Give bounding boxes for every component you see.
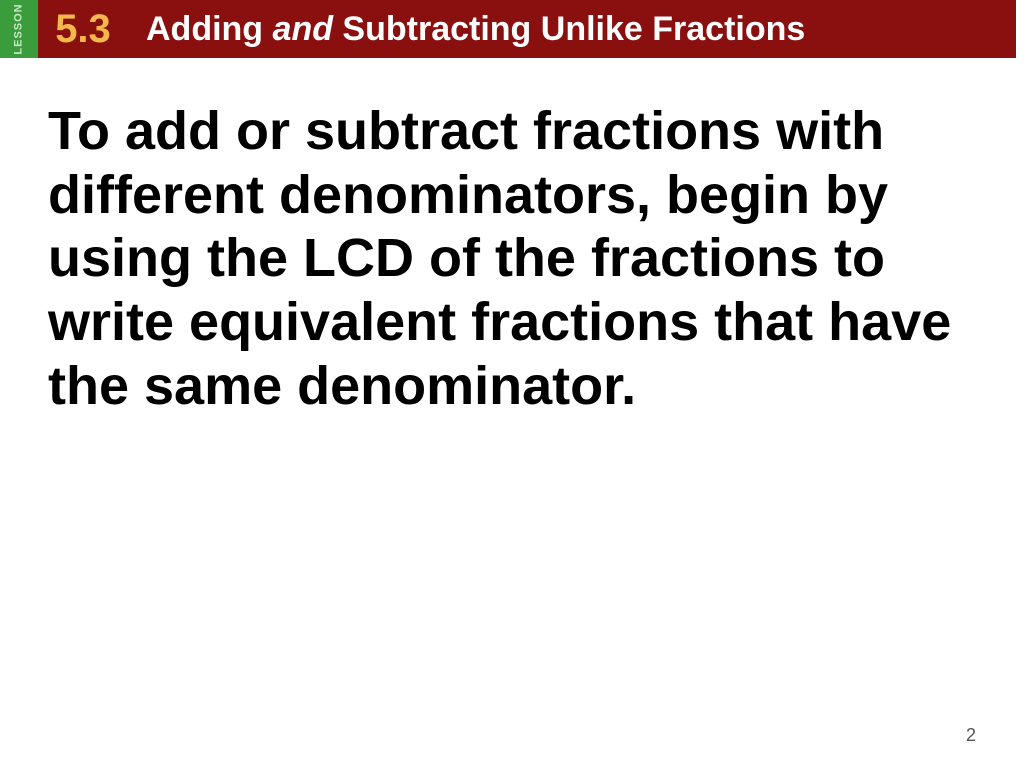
lesson-number: 5.3	[55, 7, 111, 52]
slide-header: LESSON 5.3 Adding and Subtracting Unlike…	[0, 0, 1016, 58]
lesson-tab: LESSON	[0, 0, 38, 58]
page-number: 2	[966, 725, 976, 746]
slide-body: To add or subtract fractions with differ…	[48, 100, 976, 419]
title-italic: and	[273, 10, 333, 48]
body-paragraph: To add or subtract fractions with differ…	[48, 100, 976, 419]
title-post: Subtracting Unlike Fractions	[333, 10, 805, 48]
lesson-label: LESSON	[13, 3, 25, 54]
slide-title: Adding and Subtracting Unlike Fractions	[146, 10, 805, 49]
title-box: Adding and Subtracting Unlike Fractions	[128, 0, 1016, 58]
lesson-number-box: 5.3	[38, 0, 128, 58]
title-pre: Adding	[146, 10, 273, 48]
